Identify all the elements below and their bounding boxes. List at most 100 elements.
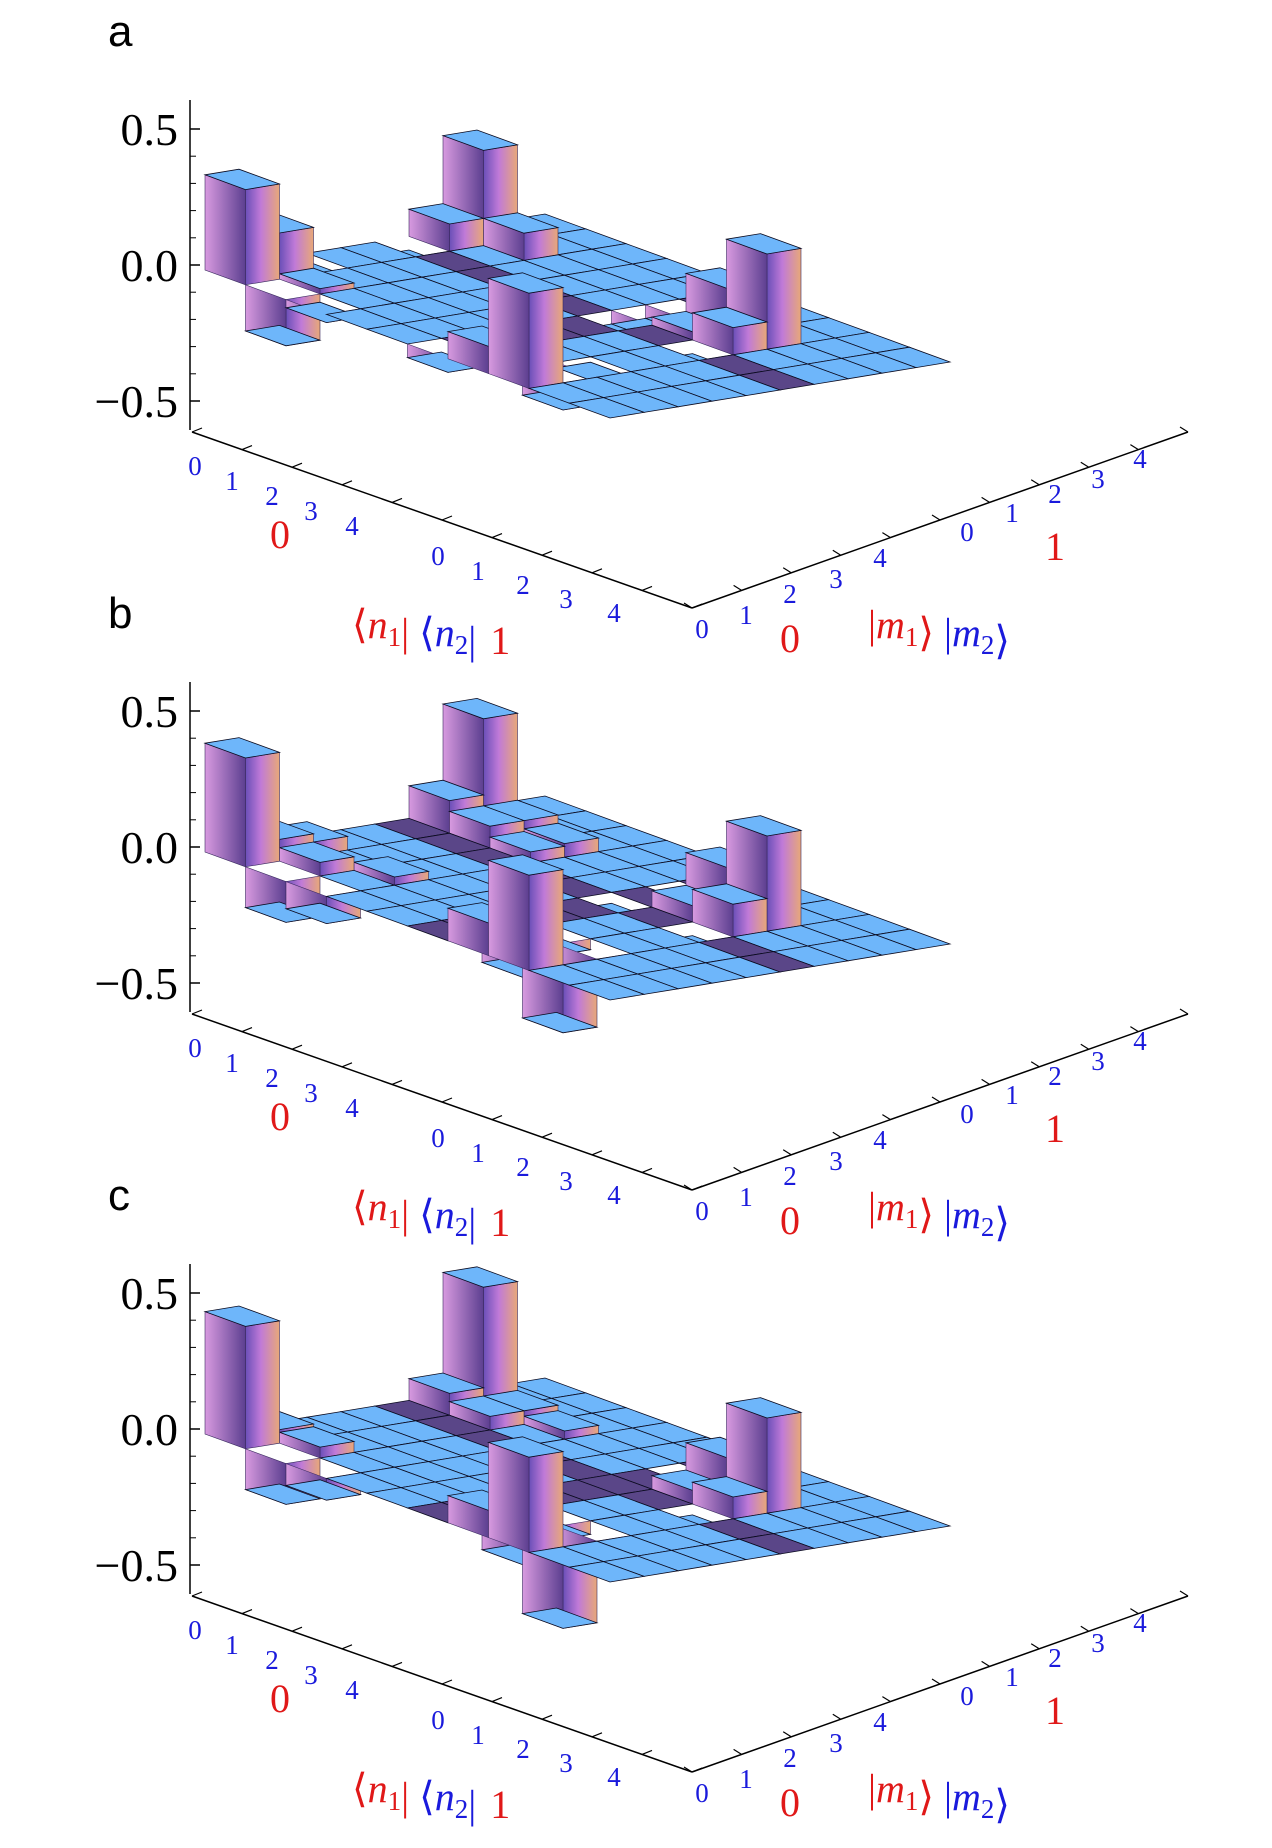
z-tick-label: 0.5 xyxy=(121,1268,179,1319)
z-tick-label: −0.5 xyxy=(95,958,178,1009)
row-index-label: 2 xyxy=(265,481,279,511)
row-tick xyxy=(541,1132,553,1138)
row-tick xyxy=(391,497,403,503)
bar xyxy=(441,1266,520,1411)
col-index-label: 3 xyxy=(829,564,843,594)
col-index-label: 3 xyxy=(829,1146,843,1176)
col-index-label: 4 xyxy=(1133,444,1147,474)
row-tick xyxy=(291,1044,303,1050)
col-index-label: 3 xyxy=(1091,464,1105,494)
bar xyxy=(365,323,444,345)
col-index-label: 2 xyxy=(1048,479,1062,509)
row-tick xyxy=(491,533,503,539)
col-index-label: 0 xyxy=(695,1196,709,1226)
bar xyxy=(567,397,646,419)
col-tick xyxy=(733,1166,742,1173)
row-tick xyxy=(391,1661,403,1667)
row-index-label: 1 xyxy=(471,1720,485,1750)
col-tick xyxy=(1030,479,1040,486)
col-index-label: 2 xyxy=(783,1743,797,1773)
col-axis-label: |m1⟩ |m2⟩ xyxy=(868,1184,1010,1245)
col-index-label: 1 xyxy=(739,1182,753,1212)
bar xyxy=(690,1476,769,1520)
row-tick xyxy=(191,1009,203,1015)
row-block-label: 1 xyxy=(490,1782,510,1827)
row-tick xyxy=(691,603,703,609)
row-index-label: 2 xyxy=(516,1734,530,1764)
col-block-label: 1 xyxy=(1045,1688,1065,1733)
row-tick xyxy=(341,480,353,486)
col-tick xyxy=(782,567,792,574)
row-index-label: 1 xyxy=(225,466,239,496)
col-tick xyxy=(931,1678,941,1685)
row-index-label: 3 xyxy=(559,584,573,614)
col-tick xyxy=(931,1096,941,1103)
row-index-label: 3 xyxy=(304,1078,318,1108)
row-tick xyxy=(591,568,603,574)
row-index-label: 2 xyxy=(265,1645,279,1675)
col-tick xyxy=(1080,1043,1090,1050)
col-tick xyxy=(981,1078,990,1085)
z-tick-label: 0.5 xyxy=(121,104,179,155)
col-tick xyxy=(683,602,693,609)
col-tick xyxy=(931,514,941,521)
bars xyxy=(203,1266,952,1629)
col-tick xyxy=(1179,1590,1189,1597)
col-tick xyxy=(1179,1008,1189,1015)
col-tick xyxy=(733,1748,742,1755)
col-index-label: 2 xyxy=(783,579,797,609)
row-tick xyxy=(241,1027,253,1033)
row-tick xyxy=(691,1185,703,1191)
bar xyxy=(522,1410,601,1440)
bar xyxy=(203,737,282,868)
col-tick xyxy=(1080,461,1090,468)
row-tick xyxy=(491,1115,503,1121)
bar xyxy=(407,203,486,252)
row-tick xyxy=(241,1609,253,1615)
row-tick xyxy=(291,1626,303,1632)
row-tick xyxy=(441,1679,453,1685)
col-block-label: 1 xyxy=(1045,524,1065,569)
row-tick xyxy=(541,550,553,556)
row-index-label: 3 xyxy=(559,1748,573,1778)
row-tick xyxy=(641,1167,653,1173)
col-tick xyxy=(782,1731,792,1738)
row-block-label: 1 xyxy=(490,1200,510,1245)
col-axis-label: |m1⟩ |m2⟩ xyxy=(868,1766,1010,1827)
row-index-label: 0 xyxy=(431,1123,445,1153)
bar xyxy=(277,1426,356,1459)
row-index-label: 0 xyxy=(188,1615,202,1645)
col-index-label: 4 xyxy=(1133,1026,1147,1056)
bar xyxy=(486,272,565,389)
col-index-label: 1 xyxy=(1005,1080,1019,1110)
col-tick xyxy=(1130,1608,1139,1615)
col-tick xyxy=(882,1114,891,1121)
row-tick xyxy=(441,515,453,521)
row-index-label: 2 xyxy=(265,1063,279,1093)
col-index-label: 4 xyxy=(1133,1608,1147,1638)
row-tick xyxy=(391,1079,403,1085)
col-block-label: 1 xyxy=(1045,1106,1065,1151)
row-index-label: 1 xyxy=(225,1630,239,1660)
col-tick xyxy=(832,1131,842,1138)
col-tick xyxy=(733,584,742,591)
bar xyxy=(203,1305,282,1450)
row-tick xyxy=(341,1644,353,1650)
col-tick xyxy=(882,532,891,539)
row-index-label: 3 xyxy=(559,1166,573,1196)
bar xyxy=(352,856,431,886)
col-index-label: 1 xyxy=(1005,498,1019,528)
row-index-label: 4 xyxy=(345,1675,359,1705)
bar xyxy=(277,841,356,877)
row-index-label: 0 xyxy=(431,1705,445,1735)
col-tick xyxy=(981,496,990,503)
row-tick xyxy=(591,1732,603,1738)
col-tick xyxy=(782,1149,792,1156)
col-block-label: 0 xyxy=(780,1780,800,1825)
col-index-label: 0 xyxy=(960,1099,974,1129)
row-index-label: 4 xyxy=(345,511,359,541)
row-tick xyxy=(491,1697,503,1703)
